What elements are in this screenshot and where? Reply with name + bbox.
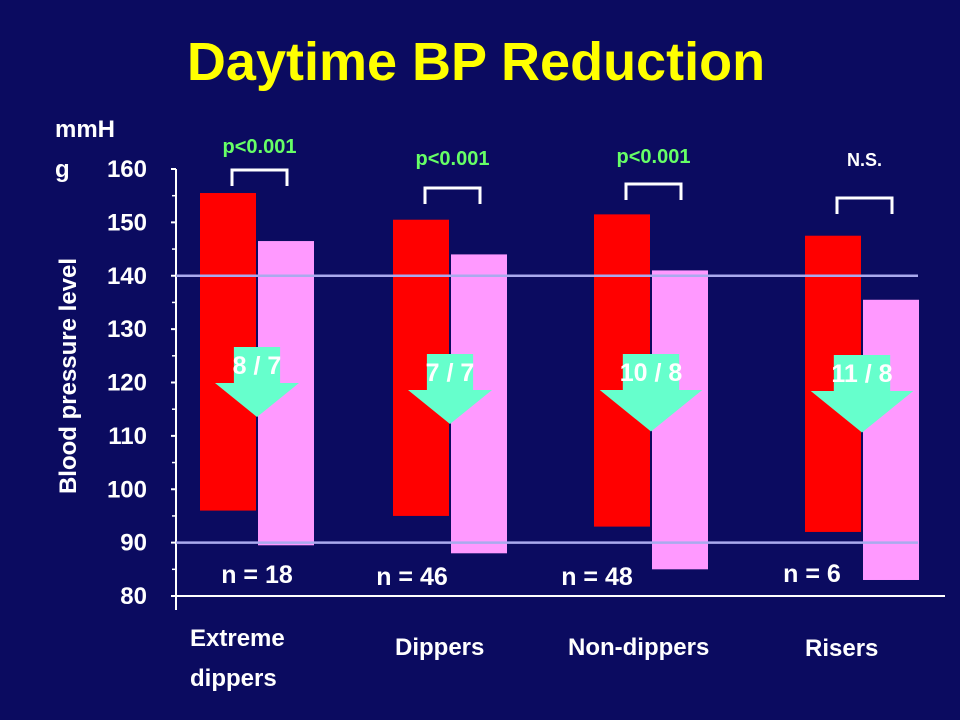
reduction-arrow bbox=[599, 354, 703, 432]
y-tick-label: 150 bbox=[107, 209, 147, 236]
category-label: Extreme bbox=[190, 625, 285, 652]
category-label: Non-dippers bbox=[568, 634, 709, 661]
category-label: dippers bbox=[190, 665, 277, 692]
y-tick-label: 140 bbox=[107, 263, 147, 290]
y-axis-title: Blood pressure level bbox=[55, 258, 82, 494]
page-title: Daytime BP Reduction bbox=[187, 32, 765, 92]
category-label: Risers bbox=[805, 635, 878, 662]
y-tick-label: 130 bbox=[107, 316, 147, 343]
sample-size-label: n = 6 bbox=[783, 560, 841, 588]
y-tick-label: 110 bbox=[108, 423, 147, 450]
significance-bracket bbox=[230, 168, 289, 186]
reduction-arrow bbox=[408, 354, 492, 424]
significance-label: p<0.001 bbox=[617, 146, 691, 168]
significance-bracket bbox=[835, 196, 894, 214]
y-tick-label: 120 bbox=[107, 370, 147, 397]
sample-size-label: n = 18 bbox=[221, 561, 293, 589]
reduction-label: 10 / 8 bbox=[620, 359, 683, 387]
category-label: Dippers bbox=[395, 634, 484, 661]
reduction-label: 8 / 7 bbox=[233, 352, 282, 380]
significance-bracket bbox=[423, 186, 482, 204]
reduction-label: 11 / 8 bbox=[831, 360, 892, 388]
y-tick-label: 80 bbox=[120, 583, 147, 610]
y-tick-label: 160 bbox=[107, 156, 147, 183]
reduction-arrow bbox=[810, 355, 914, 433]
y-unit-label: g bbox=[55, 156, 70, 183]
y-unit-label: mmH bbox=[55, 116, 115, 143]
y-tick-label: 100 bbox=[107, 476, 147, 503]
sample-size-label: n = 46 bbox=[376, 563, 448, 591]
reduction-arrow bbox=[215, 347, 299, 417]
reduction-label: 7 / 7 bbox=[426, 359, 475, 387]
significance-label: p<0.001 bbox=[416, 148, 490, 170]
significance-bracket bbox=[624, 182, 683, 200]
significance-label: N.S. bbox=[847, 150, 882, 170]
significance-label: p<0.001 bbox=[223, 136, 297, 158]
y-tick-label: 90 bbox=[120, 530, 147, 557]
bar-after-treatment bbox=[863, 299, 919, 580]
sample-size-label: n = 48 bbox=[561, 563, 633, 591]
